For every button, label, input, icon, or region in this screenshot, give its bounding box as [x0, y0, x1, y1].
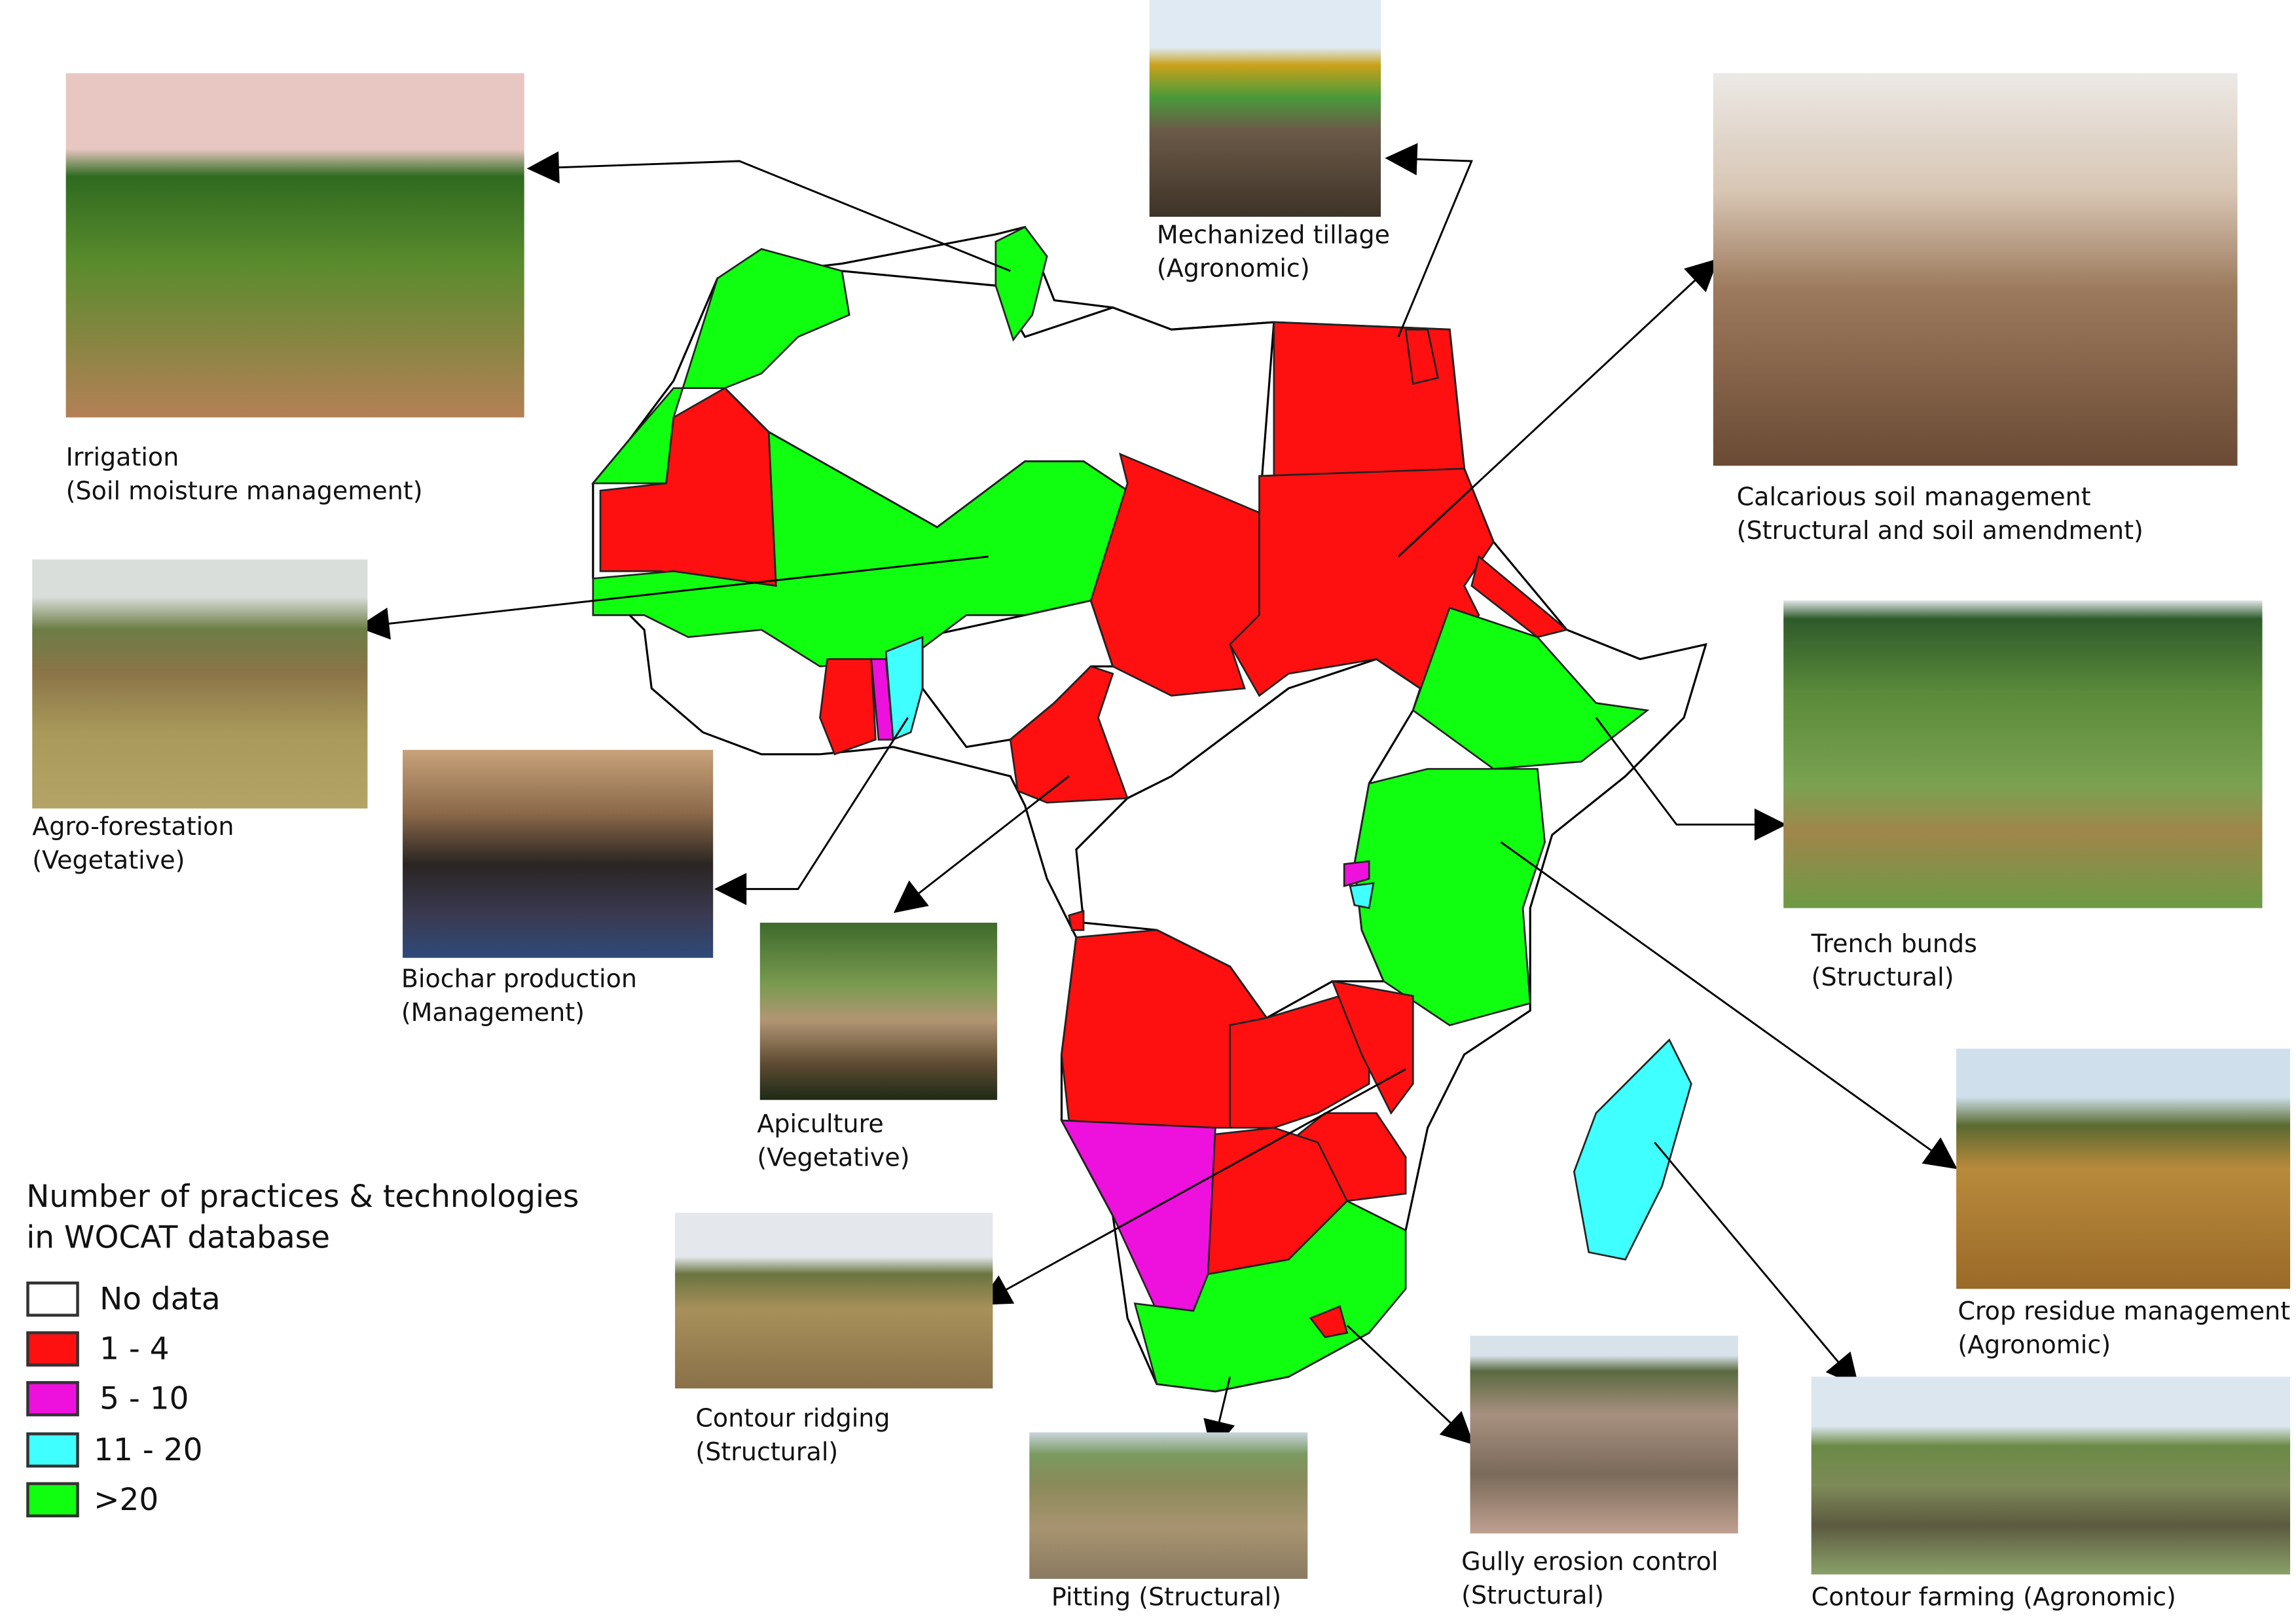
label-calcarious: Calcarious soil management (Structural an…: [1737, 482, 2143, 549]
label-line2: (Agronomic): [1958, 1331, 2111, 1361]
label-line2: (Structural): [1461, 1581, 1604, 1612]
label-line1: Trench bunds: [1811, 930, 1977, 959]
photo-pitting: [1029, 1432, 1308, 1579]
label-line2: (Structural): [1811, 963, 1954, 993]
label-irrigation: Irrigation (Soil moisture management): [66, 442, 423, 509]
country-gabon: [1068, 910, 1085, 931]
legend-item-5-10: 5 - 10: [26, 1380, 189, 1418]
legend-title-line2: in WOCAT database: [26, 1220, 331, 1255]
legend-swatch: [26, 1432, 79, 1468]
arrow-agro-forestation: [357, 555, 989, 640]
country-east-africa: [1353, 767, 1546, 1027]
label-line1: Biochar production: [401, 965, 637, 995]
label-pitting: Pitting (Structural): [1051, 1582, 1281, 1615]
label-line1: Agro-forestation: [32, 813, 234, 843]
legend-item-1-4: 1 - 4: [26, 1330, 170, 1368]
arrow-apiculture: [893, 775, 1070, 913]
legend-label: 1 - 4: [100, 1331, 170, 1367]
photo-mechanized-tillage: [1149, 0, 1381, 217]
country-saudi-coast: [1404, 328, 1439, 385]
label-line1: Contour ridging: [695, 1404, 890, 1434]
legend-label: 5 - 10: [100, 1381, 189, 1416]
country-mauritania: [599, 387, 777, 587]
label-mechanized-tillage: Mechanized tillage (Agronomic): [1157, 219, 1390, 287]
label-apiculture: Apiculture (Vegetative): [757, 1109, 909, 1176]
label-line2: (Agronomic): [1156, 255, 1310, 284]
country-zambia: [1229, 995, 1370, 1129]
label-line1: Contour farming (Agronomic): [1811, 1583, 2176, 1613]
country-lesotho: [1309, 1305, 1349, 1338]
legend-swatch: [26, 1331, 79, 1367]
country-chad: [1089, 452, 1260, 697]
label-biochar: Biochar production (Management): [401, 964, 637, 1031]
photo-irrigation: [65, 73, 524, 418]
country-sudan: [1229, 468, 1495, 697]
arrow-crop-residue: [1500, 841, 1958, 1170]
photo-agro-forestation: [32, 559, 368, 809]
country-ethiopia: [1412, 606, 1650, 770]
label-line1: Gully erosion control: [1461, 1548, 1719, 1578]
label-trench-bunds: Trench bunds (Structural): [1812, 929, 1977, 996]
label-line1: Irrigation: [65, 443, 179, 473]
arrow-trench-bunds: [1595, 717, 1787, 841]
label-crop-residue: Crop residue management (Agronomic): [1958, 1296, 2290, 1363]
legend-swatch: [26, 1482, 79, 1518]
country-burundi: [1349, 882, 1375, 910]
label-contour-ridging: Contour ridging (Structural): [695, 1403, 890, 1471]
country-rwanda: [1343, 860, 1370, 887]
country-benin: [884, 635, 924, 741]
legend-item-no-data: No data: [26, 1280, 221, 1318]
legend-item-gt-20: >20: [26, 1481, 158, 1519]
label-line2: (Structural and soil amendment): [1736, 517, 2143, 547]
country-cameroon: [1009, 665, 1129, 804]
label-line2: (Management): [401, 999, 585, 1029]
photo-biochar: [403, 750, 714, 958]
label-contour-farming: Contour farming (Agronomic): [1812, 1582, 2176, 1615]
legend-item-11-20: 11 - 20: [26, 1431, 202, 1469]
legend-title-line1: Number of practices & technologies: [26, 1179, 579, 1215]
country-south-africa: [1133, 1200, 1407, 1393]
photo-calcarious: [1713, 73, 2238, 466]
photo-trench-bunds: [1783, 600, 2263, 908]
arrows: [357, 143, 1958, 1454]
country-madagascar: [1573, 1038, 1692, 1261]
legend-label: No data: [100, 1282, 221, 1317]
label-line2: (Vegetative): [757, 1143, 910, 1173]
label-line1: Calcarious soil management: [1736, 483, 2091, 513]
label-line2: (Structural): [695, 1438, 839, 1468]
label-line1: Pitting (Structural): [1051, 1583, 1282, 1613]
label-line2: (Vegetative): [32, 846, 185, 876]
arrow-gully: [1346, 1325, 1474, 1445]
legend-title: Number of practices & technologies in WOC…: [26, 1176, 579, 1258]
label-agro-forestation: Agro-forestation (Vegetative): [32, 811, 234, 879]
country-tunisia: [994, 225, 1048, 342]
legend-swatch: [26, 1282, 79, 1317]
country-egypt: [1273, 321, 1466, 477]
legend-swatch: [26, 1381, 79, 1416]
country-ghana: [819, 658, 877, 756]
label-gully: Gully erosion control (Structural): [1461, 1547, 1718, 1614]
arrow-biochar: [714, 717, 909, 906]
photo-apiculture: [759, 923, 998, 1100]
label-line1: Crop residue management: [1958, 1297, 2291, 1327]
photo-contour-farming: [1811, 1376, 2291, 1575]
legend-label: 11 - 20: [94, 1432, 203, 1468]
arrow-calcarious: [1397, 258, 1719, 557]
label-line1: Mechanized tillage: [1156, 221, 1391, 251]
photo-gully: [1470, 1335, 1738, 1534]
country-malawi-mozambique: [1331, 980, 1414, 1115]
photo-contour-ridging: [675, 1212, 993, 1389]
label-line2: (Soil moisture management): [65, 477, 423, 507]
legend-label: >20: [94, 1482, 159, 1518]
label-line1: Apiculture: [757, 1110, 884, 1140]
arrow-contour-ridging: [978, 1068, 1406, 1305]
arrow-contour-farming: [1654, 1141, 1859, 1387]
arrow-irrigation: [526, 151, 1011, 272]
photo-crop-residue: [1956, 1048, 2291, 1289]
arrow-mechanized-tillage: [1385, 143, 1473, 337]
